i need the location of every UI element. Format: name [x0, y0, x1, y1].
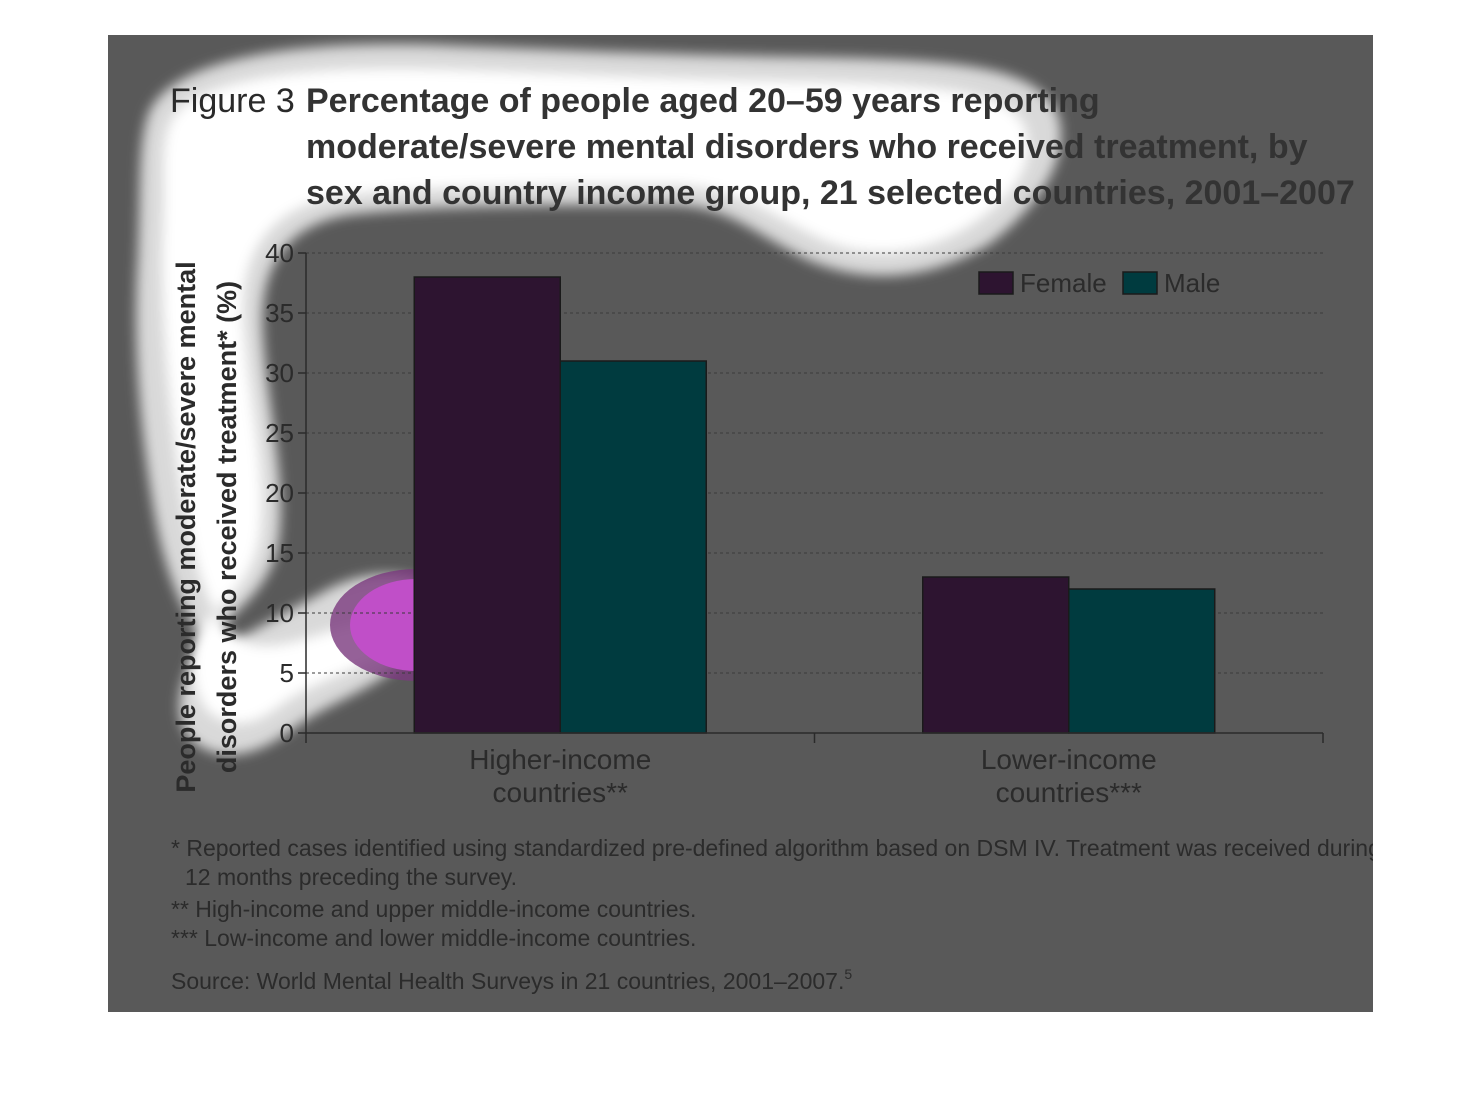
figure-title-line-2: moderate/severe mental disorders who rec… — [306, 128, 1308, 166]
y-tick-label: 20 — [265, 478, 294, 508]
x-category-label: Lower-income — [981, 744, 1157, 775]
bar-male-2 — [1068, 588, 1216, 734]
legend-swatch-male — [1122, 271, 1158, 295]
figure-title-line-3: sex and country income group, 21 selecte… — [306, 174, 1355, 212]
chart: Figure 3 Percentage of people aged 20–59… — [136, 44, 1373, 994]
y-tick-label: 5 — [280, 658, 294, 688]
note-2: ** High-income and upper middle-income c… — [171, 896, 696, 922]
note-3: *** Low-income and lower middle-income c… — [171, 925, 696, 951]
y-tick-labels: 0 5 10 15 20 25 30 35 40 — [265, 238, 294, 748]
bar-male-1 — [559, 360, 707, 734]
y-tick-label: 0 — [280, 718, 294, 748]
source-text: Source: World Mental Health Surveys in 2… — [171, 968, 844, 994]
figure-title-line-1: Percentage of people aged 20–59 years re… — [306, 82, 1100, 120]
highlight-white — [162, 68, 1029, 724]
y-axis-label: People reporting moderate/severe mental … — [171, 261, 242, 792]
bar-female-2 — [922, 576, 1070, 734]
figure-label: Figure 3 — [170, 82, 295, 120]
legend: Female Male — [978, 268, 1220, 298]
note-1: * Reported cases identified using standa… — [171, 835, 1373, 861]
y-tick-label: 35 — [265, 298, 294, 328]
y-tick-label: 10 — [265, 598, 294, 628]
bar-female-1 — [413, 276, 561, 734]
x-category-label: countries** — [493, 777, 629, 808]
legend-label-male: Male — [1164, 268, 1220, 298]
legend-label-female: Female — [1020, 268, 1107, 298]
source-superscript: 5 — [844, 966, 852, 982]
y-axis-label-line-1: People reporting moderate/severe mental — [171, 261, 201, 792]
x-category-label: countries*** — [996, 777, 1142, 808]
x-category-label: Higher-income — [469, 744, 651, 775]
y-tick-label: 15 — [265, 538, 294, 568]
axes — [298, 252, 1324, 743]
source-note: Source: World Mental Health Surveys in 2… — [171, 966, 852, 994]
bars — [413, 276, 1216, 734]
y-axis-label-line-2: disorders who received treatment* (%) — [212, 281, 242, 773]
figure-panel: Figure 3 Percentage of people aged 20–59… — [108, 35, 1373, 1012]
y-tick-label: 30 — [265, 358, 294, 388]
note-1-continued: 12 months preceding the survey. — [185, 864, 517, 890]
y-tick-label: 25 — [265, 418, 294, 448]
y-tick-label: 40 — [265, 238, 294, 268]
legend-swatch-female — [978, 271, 1014, 295]
